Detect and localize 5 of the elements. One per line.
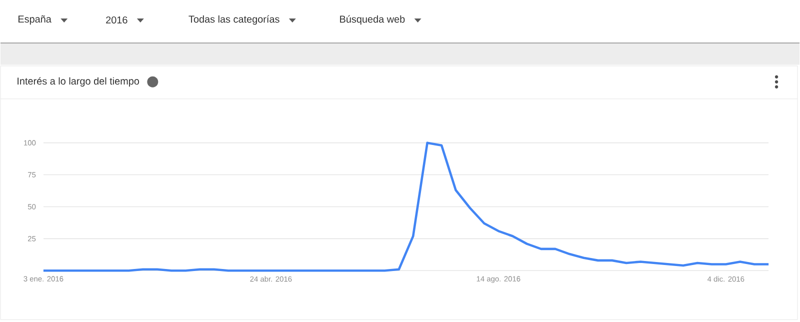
chart-title: Interés a lo largo del tiempo <box>18 77 140 87</box>
text: Búsqueda web <box>340 15 405 25</box>
text: 2016 <box>106 16 128 24</box>
text: España <box>18 16 52 25</box>
text: Todas las categorías <box>188 15 280 25</box>
